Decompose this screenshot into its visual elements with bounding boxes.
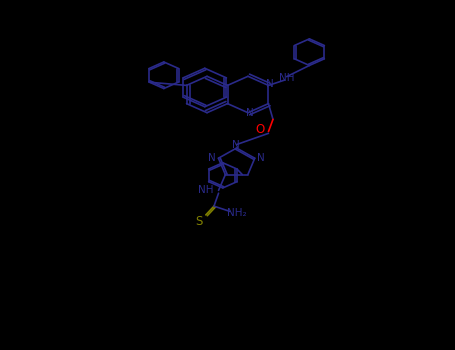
Text: N: N	[208, 153, 216, 162]
Text: NH₂: NH₂	[227, 208, 247, 218]
Text: N: N	[246, 108, 254, 118]
Text: O: O	[256, 123, 265, 136]
Text: S: S	[195, 215, 202, 229]
Text: NH: NH	[198, 185, 213, 195]
Text: N: N	[232, 140, 240, 149]
Text: N: N	[266, 79, 274, 89]
Text: NH: NH	[279, 74, 294, 83]
Text: N: N	[257, 153, 265, 162]
